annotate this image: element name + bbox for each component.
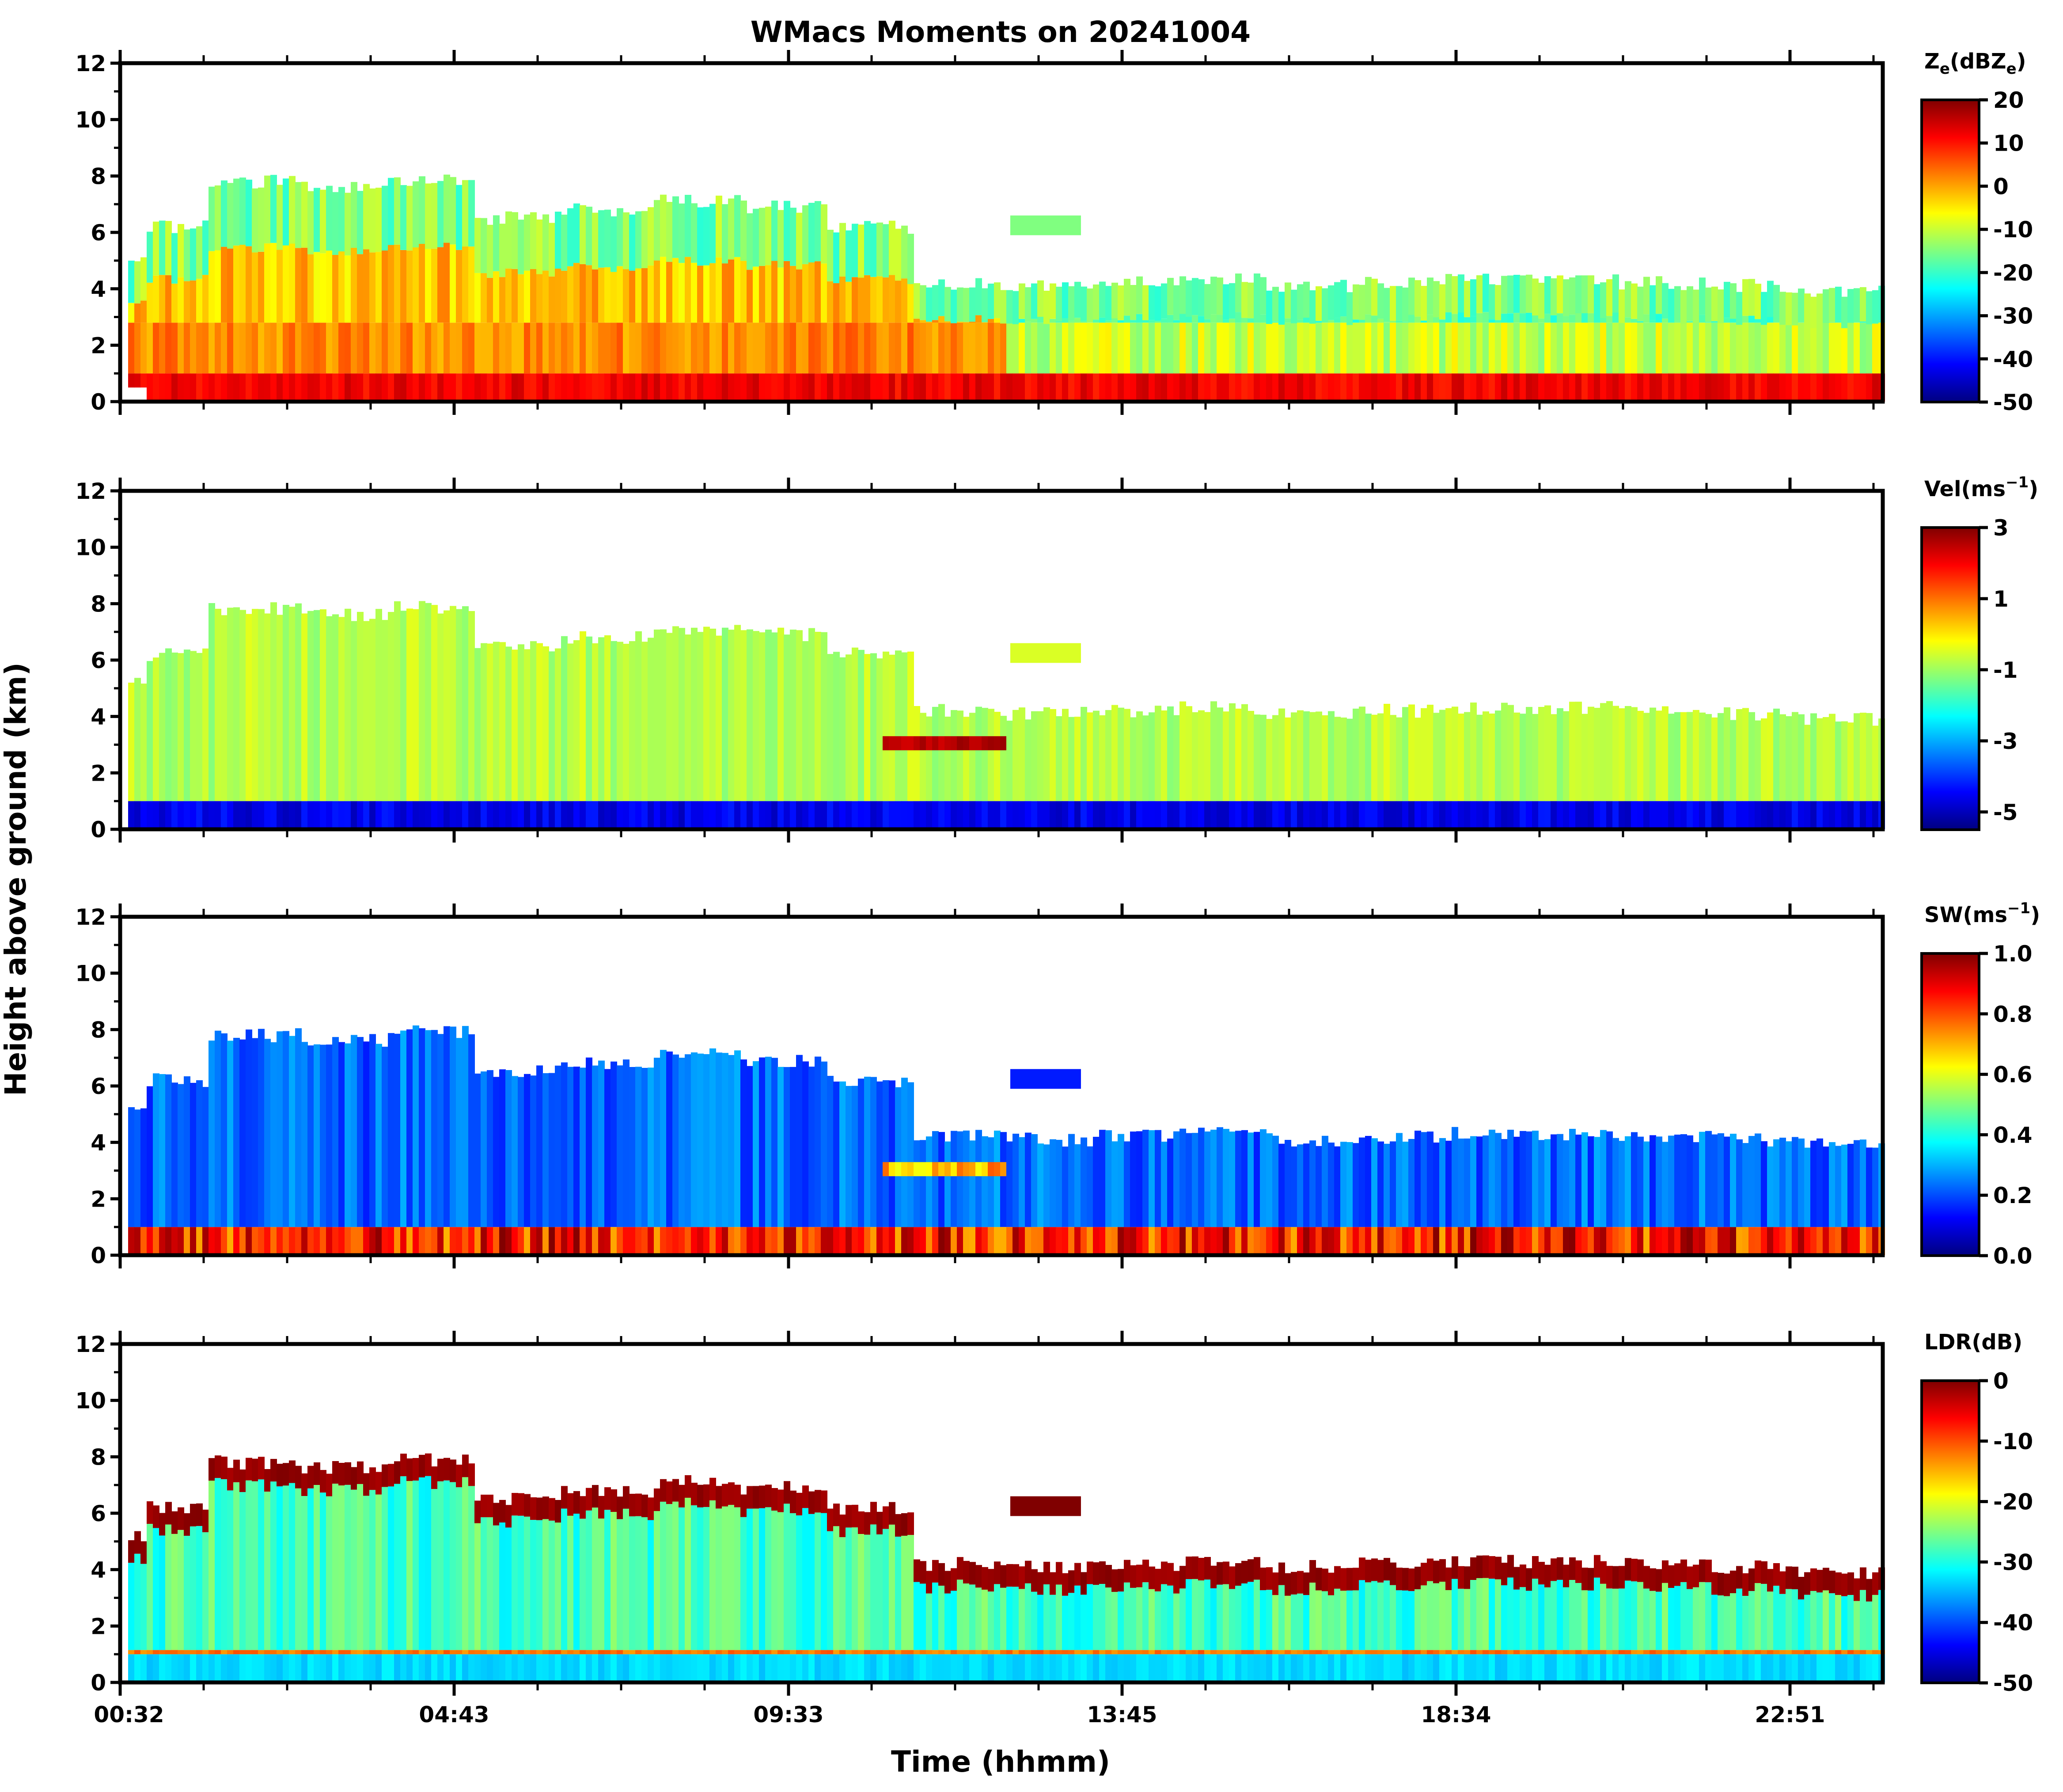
colorbar-tick-label: -1 xyxy=(1993,657,2018,683)
velocity-colorbar: 3 1 -1 -3 -5 Vel(ms−1) xyxy=(1920,474,2038,831)
colorbar-tick-label: -50 xyxy=(1993,390,2033,415)
ldr-field xyxy=(128,1453,1885,1682)
x-tick-label: 00:32 xyxy=(94,1702,164,1727)
spectrum_width-colorbar: 1.0 0.8 0.6 0.4 0.2 0.0 SW(ms−1) xyxy=(1920,900,2040,1269)
panel-spectrum_width: 0 2 4 6 8 10 12 1.0 0.8 0.6 0.4 0.2 0.0 SW(ms−1) xyxy=(75,900,2040,1269)
panel-velocity: 0 2 4 6 8 10 12 3 1 -1 -3 -5 Vel(ms−1) xyxy=(75,474,2038,843)
colorbar-tick-label: -3 xyxy=(1993,729,2018,754)
colorbar-tick-label: -40 xyxy=(1993,346,2033,372)
y-tick-label: 6 xyxy=(91,1501,106,1526)
x-tick-label: 04:43 xyxy=(419,1702,489,1727)
panel-ldr: 0 2 4 6 8 10 12 00:32 04:43 09:33 13:45 18:34 22:51 0… xyxy=(75,1330,2033,1727)
colorbar-tick-label: -40 xyxy=(1993,1610,2033,1636)
y-tick-label: 8 xyxy=(91,1017,106,1043)
velocity-field xyxy=(128,601,1885,829)
reflectivity-colorbar: 20 10 0 -10 -20 -30 -40 -50 Ze(dBZe) xyxy=(1920,49,2033,415)
colorbar-tick-label: 3 xyxy=(1993,515,2009,541)
y-tick-label: 0 xyxy=(91,1243,106,1268)
chart-title: WMacs Moments on 20241004 xyxy=(751,15,1251,49)
reflectivity-field xyxy=(128,175,1885,402)
colorbar-tick-label: 0.8 xyxy=(1993,1002,2033,1027)
y-tick-label: 2 xyxy=(91,1186,106,1212)
y-tick-label: 0 xyxy=(91,1670,106,1696)
colorbar-tick-label: 0 xyxy=(1993,174,2009,199)
colorbar-tick-label: 0.4 xyxy=(1993,1122,2033,1148)
ldr-colorbar: 0 -10 -20 -30 -40 -50 LDR(dB) xyxy=(1920,1330,2033,1696)
y-tick-label: 4 xyxy=(91,1130,106,1156)
y-tick-label: 0 xyxy=(91,817,106,843)
spectrum_width-field xyxy=(128,1025,1885,1255)
colorbar-tick-label: -10 xyxy=(1993,1429,2033,1454)
x-tick-label: 13:45 xyxy=(1087,1702,1157,1727)
y-tick-label: 6 xyxy=(91,1074,106,1099)
y-tick-label: 2 xyxy=(91,1614,106,1639)
y-tick-label: 4 xyxy=(91,277,106,302)
colorbar-tick-label: 20 xyxy=(1993,87,2024,113)
colorbar-tick-label: 1.0 xyxy=(1993,941,2033,967)
y-axis-label: Height above ground (km) xyxy=(0,662,33,1096)
colorbar-tick-label: -5 xyxy=(1993,800,2018,825)
colorbar-tick-label: 0.2 xyxy=(1993,1183,2033,1208)
y-tick-label: 10 xyxy=(75,961,106,987)
y-tick-label: 2 xyxy=(91,333,106,358)
colorbar-tick-label: -10 xyxy=(1993,217,2033,243)
y-tick-label: 10 xyxy=(75,107,106,133)
y-tick-label: 0 xyxy=(91,389,106,415)
colorbar-tick-label: 1 xyxy=(1993,586,2009,612)
colorbar-label: SW(ms−1) xyxy=(1924,900,2040,927)
colorbar-label: Vel(ms−1) xyxy=(1924,474,2038,501)
colorbar-tick-label: -30 xyxy=(1993,1549,2033,1575)
colorbar-tick-label: -30 xyxy=(1993,304,2033,329)
y-tick-label: 8 xyxy=(91,591,106,617)
y-tick-label: 10 xyxy=(75,535,106,561)
x-axis-label: Time (hhmm) xyxy=(891,1745,1110,1779)
panel-reflectivity: 0 2 4 6 8 10 12 20 10 0 -10 -20 -30 -40 -50 Ze(dBZe) xyxy=(75,49,2033,415)
colorbar-tick-label: 0.6 xyxy=(1993,1062,2033,1088)
colorbar-label: Ze(dBZe) xyxy=(1924,49,2026,78)
colorbar-tick-label: 0.0 xyxy=(1993,1243,2033,1269)
colorbar-tick-label: 0 xyxy=(1993,1368,2009,1394)
y-tick-label: 12 xyxy=(75,478,106,504)
colorbar-label: LDR(dB) xyxy=(1924,1330,2022,1355)
y-tick-label: 4 xyxy=(91,1557,106,1583)
y-tick-label: 12 xyxy=(75,1332,106,1357)
y-tick-label: 10 xyxy=(75,1388,106,1414)
x-tick-label: 22:51 xyxy=(1755,1702,1825,1727)
panels: 02468101220100-10-20-30-40-50Ze(dBZe)024… xyxy=(75,49,2040,1727)
y-tick-label: 6 xyxy=(91,648,106,673)
y-tick-label: 8 xyxy=(91,163,106,189)
x-tick-label: 09:33 xyxy=(753,1702,823,1727)
y-tick-label: 12 xyxy=(75,904,106,930)
y-tick-label: 6 xyxy=(91,220,106,246)
x-tick-label: 18:34 xyxy=(1421,1702,1491,1727)
y-tick-label: 2 xyxy=(91,760,106,786)
y-tick-label: 12 xyxy=(75,51,106,76)
colorbar-tick-label: -20 xyxy=(1993,260,2033,286)
colorbar-tick-label: 10 xyxy=(1993,131,2024,156)
y-tick-label: 4 xyxy=(91,704,106,730)
y-tick-label: 8 xyxy=(91,1444,106,1470)
colorbar-tick-label: -50 xyxy=(1993,1671,2033,1696)
colorbar-tick-label: -20 xyxy=(1993,1489,2033,1515)
